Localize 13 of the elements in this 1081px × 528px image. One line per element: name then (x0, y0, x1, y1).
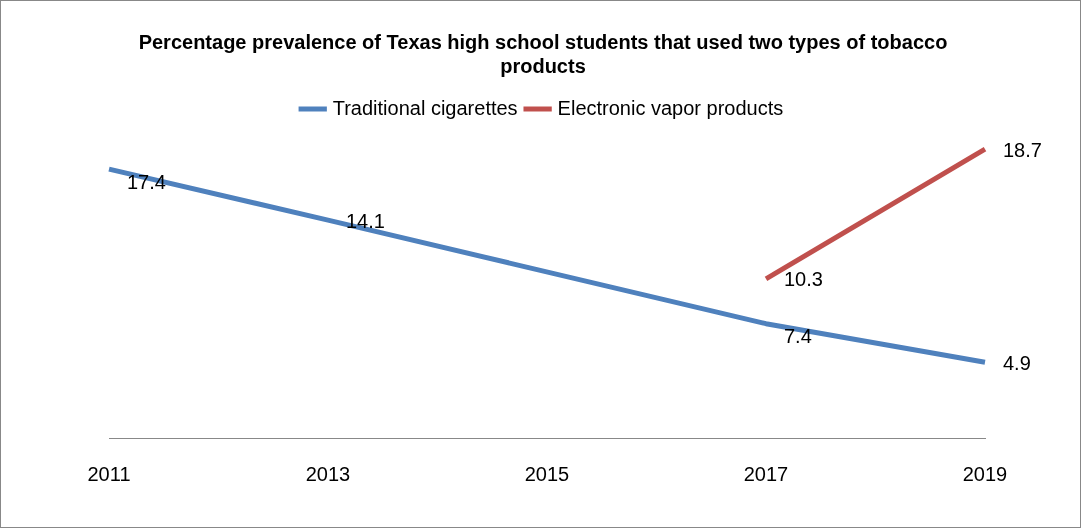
data-label: 14.1 (346, 209, 385, 232)
x-tick-label: 2011 (87, 462, 131, 485)
x-tick-label: 2015 (524, 462, 570, 485)
x-tick-label: 2013 (305, 462, 351, 485)
legend-label: Electronic vapor products (557, 96, 784, 119)
data-label: 7.4 (784, 325, 812, 348)
data-label: 18.7 (1003, 138, 1042, 161)
data-label: 4.9 (1003, 351, 1031, 374)
chart-title: Percentage prevalence of Texas high school students that used two types of tobacco products (138, 30, 948, 77)
x-tick-label: 2019 (962, 462, 1008, 485)
legend-label: Traditional cigarettes (332, 96, 518, 119)
data-label: 10.3 (784, 268, 823, 291)
x-tick-label: 2017 (743, 462, 789, 485)
